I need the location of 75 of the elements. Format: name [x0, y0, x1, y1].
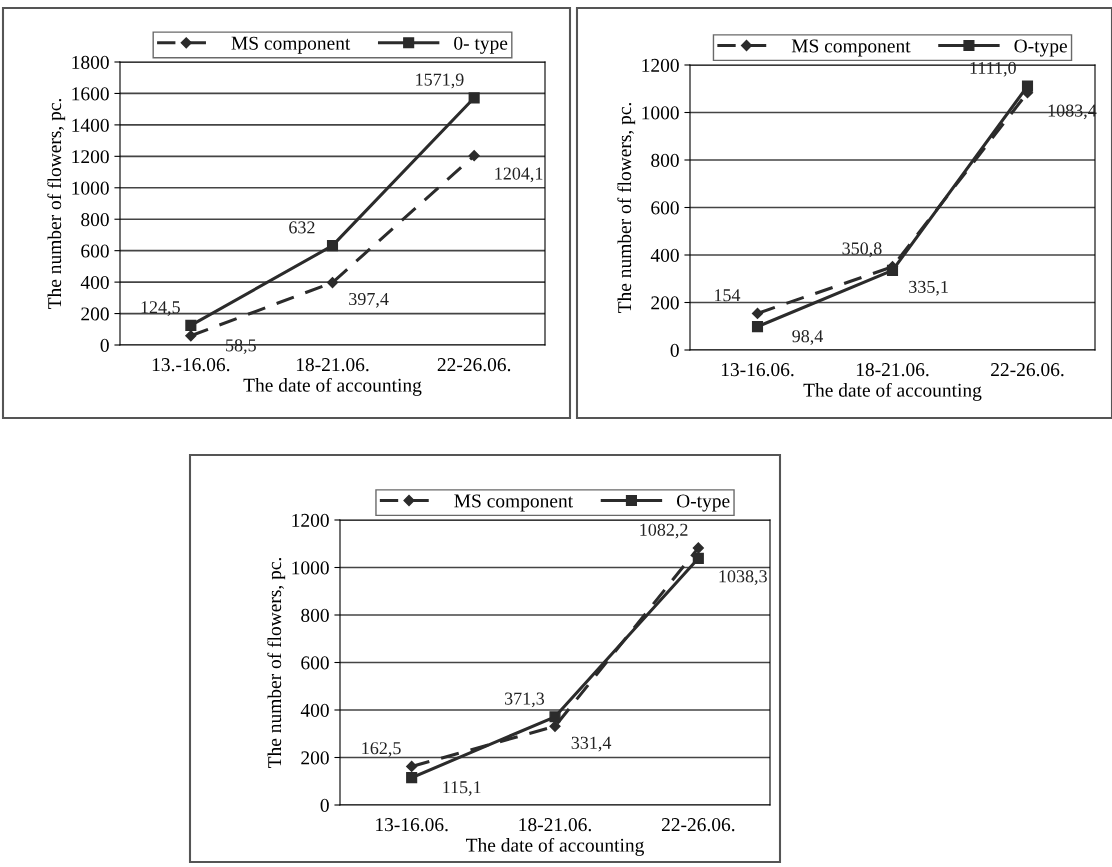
- y-tick-label: 400: [80, 275, 109, 290]
- y-tick-label: 1400: [72, 118, 109, 132]
- x-tick-label: 18-21.06.: [296, 358, 369, 372]
- point: [406, 760, 418, 773]
- y-tick-label: 1000: [72, 181, 109, 195]
- data-label: 1204,1: [495, 167, 543, 183]
- data-label: 154: [714, 289, 741, 302]
- y-tick-label: 0: [100, 338, 109, 352]
- y-tick-label: 1200: [72, 150, 109, 164]
- y-tick-label: 800: [81, 213, 109, 227]
- legend-label: MS component: [454, 494, 573, 512]
- point: [1021, 80, 1034, 92]
- data-label: 98,4: [792, 330, 824, 345]
- x-tick-label: 18-21.06.: [519, 818, 591, 832]
- legend-label: MS component: [791, 39, 911, 57]
- data-label: 1038,3: [719, 570, 767, 585]
- x-tick-label: 13-16.06.: [721, 363, 794, 377]
- y-tick-label: 600: [81, 244, 109, 258]
- y-tick-label: 0: [670, 343, 679, 357]
- data-label: 335,1: [909, 280, 948, 296]
- y-tick-label: 0: [320, 798, 329, 812]
- x-axis-title: The date of accounting: [243, 377, 422, 396]
- y-tick-label: 1800: [72, 55, 109, 69]
- point: [692, 552, 704, 564]
- point: [185, 330, 197, 342]
- y-tick-label: 600: [651, 201, 679, 215]
- y-tick-label: 1000: [642, 106, 679, 120]
- y-tick-label: 400: [300, 703, 329, 717]
- data-label: 115,1: [443, 781, 481, 796]
- y-tick-label: 1600: [72, 87, 109, 101]
- data-label: 162,5: [362, 742, 401, 757]
- x-tick-label: 22-26.06.: [991, 363, 1064, 377]
- data-label: 331,4: [571, 736, 612, 752]
- data-label: 371,3: [505, 692, 545, 708]
- point: [326, 240, 339, 252]
- point: [185, 319, 197, 331]
- y-tick-label: 200: [301, 751, 329, 765]
- point: [326, 276, 339, 289]
- data-label: 1082,2: [640, 523, 688, 539]
- x-tick-label: 22-26.06.: [661, 818, 735, 832]
- y-tick-label: 800: [651, 153, 679, 167]
- legend-label: 0- type: [454, 36, 508, 54]
- y-axis-title: The number of flowers, pc.: [617, 102, 636, 313]
- y-tick-label: 1200: [642, 58, 679, 72]
- x-axis-title: The date of accounting: [803, 382, 982, 401]
- y-tick-label: 200: [651, 296, 679, 310]
- point: [468, 92, 480, 104]
- data-label: 632: [289, 221, 315, 234]
- point: [751, 321, 764, 333]
- y-tick-label: 1200: [292, 513, 329, 527]
- data-label: 397,4: [349, 292, 389, 308]
- point: [549, 711, 561, 723]
- y-axis-title: The number of flowers, pc.: [267, 557, 286, 768]
- data-label: 1571,9: [416, 73, 464, 89]
- point: [751, 307, 764, 320]
- x-tick-label: 18-21.06.: [856, 363, 929, 377]
- y-tick-label: 600: [301, 656, 329, 670]
- data-label: 124,5: [141, 301, 180, 316]
- y-tick-label: 800: [301, 608, 329, 622]
- legend-label: O-type: [1014, 39, 1067, 57]
- y-tick-label: 1000: [292, 561, 329, 575]
- x-axis-title: The date of accounting: [466, 837, 644, 856]
- point: [468, 150, 480, 162]
- x-tick-label: 13-16.06.: [376, 818, 448, 832]
- data-label: 350,8: [842, 242, 882, 258]
- y-axis-title: The number of flowers, pc.: [47, 98, 66, 309]
- x-tick-label: 13.-16.06.: [152, 358, 230, 372]
- legend-label: O-type: [676, 494, 730, 512]
- legend-label: MS component: [231, 36, 351, 54]
- point: [406, 772, 418, 784]
- x-tick-label: 22-26.06.: [437, 358, 511, 372]
- data-label: 1111,0: [970, 61, 1016, 77]
- point: [692, 542, 704, 554]
- y-tick-label: 200: [81, 307, 109, 321]
- y-tick-label: 400: [650, 248, 679, 262]
